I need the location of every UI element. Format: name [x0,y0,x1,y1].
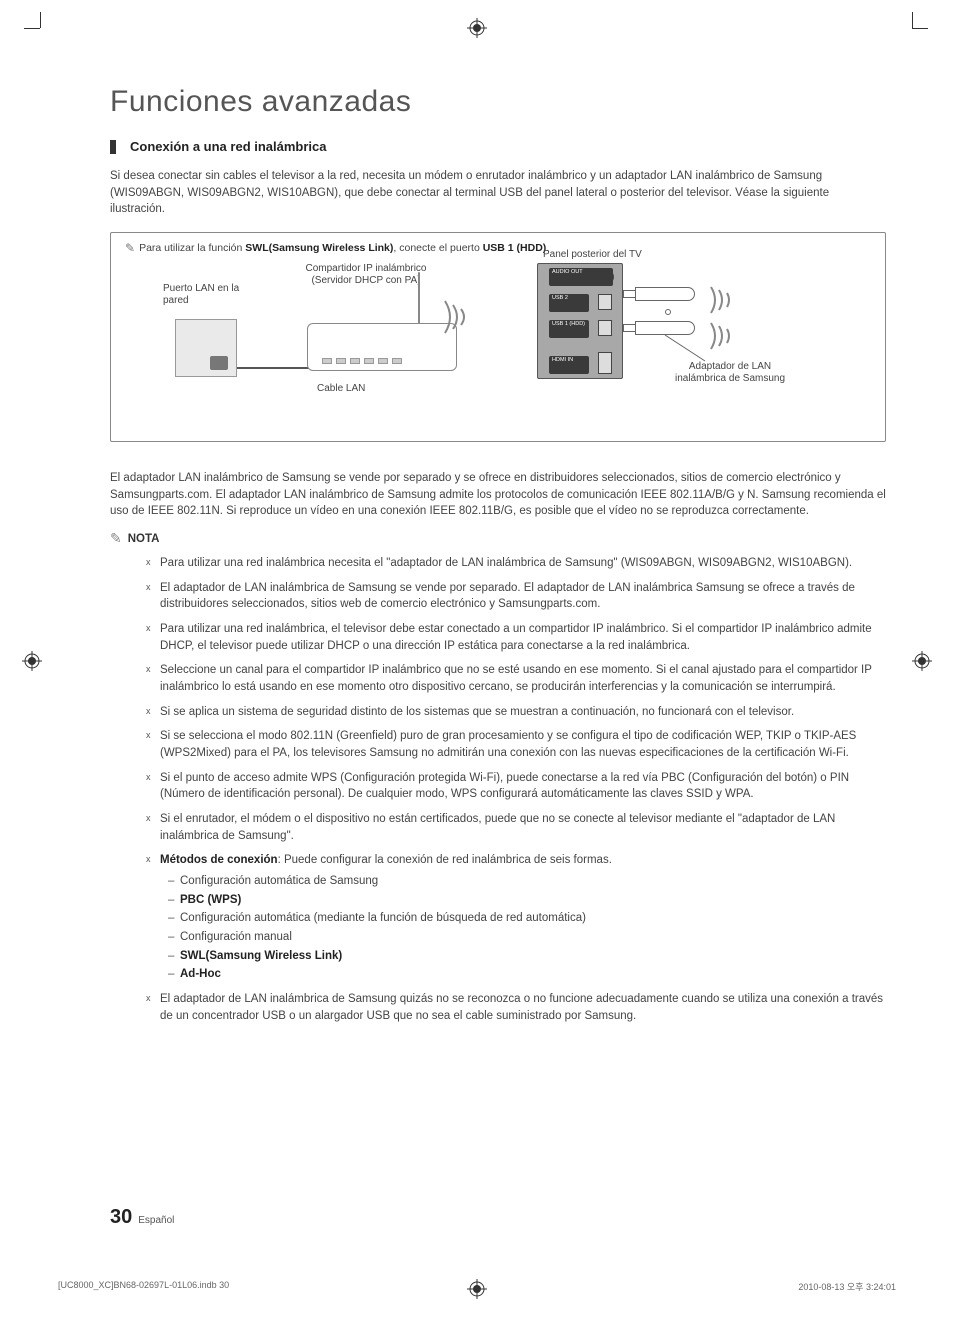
txt: , conecte el puerto [393,242,482,254]
sub-item: Configuración manual [168,929,886,946]
port-usb1: USB 1 (HDD) [549,320,589,338]
sub-item: Configuración automática de Samsung [168,873,886,890]
registration-mark [467,18,487,38]
paragraph: El adaptador LAN inalámbrico de Samsung … [110,470,886,520]
sub-item: Ad-Hoc [168,966,886,983]
page-number: 30 [110,1206,132,1229]
label-router: Compartidor IP inalámbrico (Servidor DHC… [301,263,431,287]
txt: Puerto LAN en la [163,283,239,294]
list-item: Si se aplica un sistema de seguridad dis… [150,704,886,721]
section-heading: Conexión a una red inalámbrica [130,139,327,154]
lan-cable-icon [237,363,317,373]
txt-bold: PBC (WPS) [180,894,241,906]
list-item: Para utilizar una red inalámbrica, el te… [150,621,886,654]
dot-icon [665,309,671,315]
port-audio: AUDIO OUT [549,268,613,286]
list-item: Si el punto de acceso admite WPS (Config… [150,770,886,803]
nota-label: NOTA [128,533,160,545]
sub-item: PBC (WPS) [168,892,886,909]
list-item: Seleccione un canal para el compartidor … [150,662,886,695]
diagram-note-text: Para utilizar la función SWL(Samsung Wir… [139,242,549,254]
footer-file: [UC8000_XC]BN68-02697L-01L06.indb 30 [58,1280,229,1293]
port-hdmi: HDMI IN [549,356,589,374]
label-lan-cable: Cable LAN [317,383,365,395]
txt-bold: SWL(Samsung Wireless Link) [245,242,393,254]
txt: pared [163,295,189,306]
page-title: Funciones avanzadas [110,85,886,119]
usb-adapter-icon [623,321,695,335]
section-bar-icon [110,140,116,154]
wave-icon [441,297,471,337]
page-language: Español [138,1215,174,1226]
print-footer: [UC8000_XC]BN68-02697L-01L06.indb 30 201… [58,1280,896,1293]
list-item: El adaptador de LAN inalámbrica de Samsu… [150,580,886,613]
usb-adapter-icon [623,287,695,301]
txt-bold: Ad-Hoc [180,968,221,980]
page-number-row: 30 Español [110,1206,174,1229]
list-item-methods: Métodos de conexión: Puede configurar la… [150,852,886,983]
registration-mark [22,651,42,671]
list-item: El adaptador de LAN inalámbrica de Samsu… [150,991,886,1024]
txt-bold: USB 1 (HDD) [483,242,547,254]
diagram-area: Puerto LAN en la pared Cable LAN Compart… [125,263,871,423]
registration-mark [912,651,932,671]
wave-icon [707,283,737,317]
note-icon: ✎ [110,530,122,547]
txt: Compartidor IP inalámbrico [306,263,427,274]
sub-item: SWL(Samsung Wireless Link) [168,948,886,965]
txt-bold: SWL(Samsung Wireless Link) [180,950,342,962]
list-item: Si el enrutador, el módem o el dispositi… [150,811,886,844]
port-usb2: USB 2 [549,294,589,312]
diagram-note: ✎ Para utilizar la función SWL(Samsung W… [125,241,871,255]
txt: inalámbrica de Samsung [675,373,785,384]
notes-list: Para utilizar una red inalámbrica necesi… [110,555,886,1024]
list-item: Para utilizar una red inalámbrica necesi… [150,555,886,572]
list-item: Si se selecciona el modo 802.11N (Greenf… [150,728,886,761]
txt: : Puede configurar la conexión de red in… [278,854,612,866]
nota-header: ✎ NOTA [110,530,886,547]
label-wall-port: Puerto LAN en la pared [163,283,239,307]
wall-port-icon [175,319,237,377]
section-header: Conexión a una red inalámbrica [110,139,886,154]
connection-diagram: ✎ Para utilizar la función SWL(Samsung W… [110,232,886,442]
label-tv-panel: Panel posterior del TV [543,249,642,261]
note-icon: ✎ [125,241,135,255]
leader-line [635,335,715,365]
footer-timestamp: 2010-08-13 오후 3:24:01 [798,1280,896,1293]
sub-item: Configuración automática (mediante la fu… [168,910,886,927]
txt-bold: Métodos de conexión [160,854,278,866]
txt: Para utilizar la función [139,242,245,254]
intro-paragraph: Si desea conectar sin cables el televiso… [110,168,886,218]
router-icon [307,323,457,371]
methods-sublist: Configuración automática de Samsung PBC … [160,873,886,983]
txt: (Servidor DHCP con PA) [311,275,420,286]
tv-panel-icon: AUDIO OUT USB 2 USB 1 (HDD) HDMI IN [537,263,623,379]
